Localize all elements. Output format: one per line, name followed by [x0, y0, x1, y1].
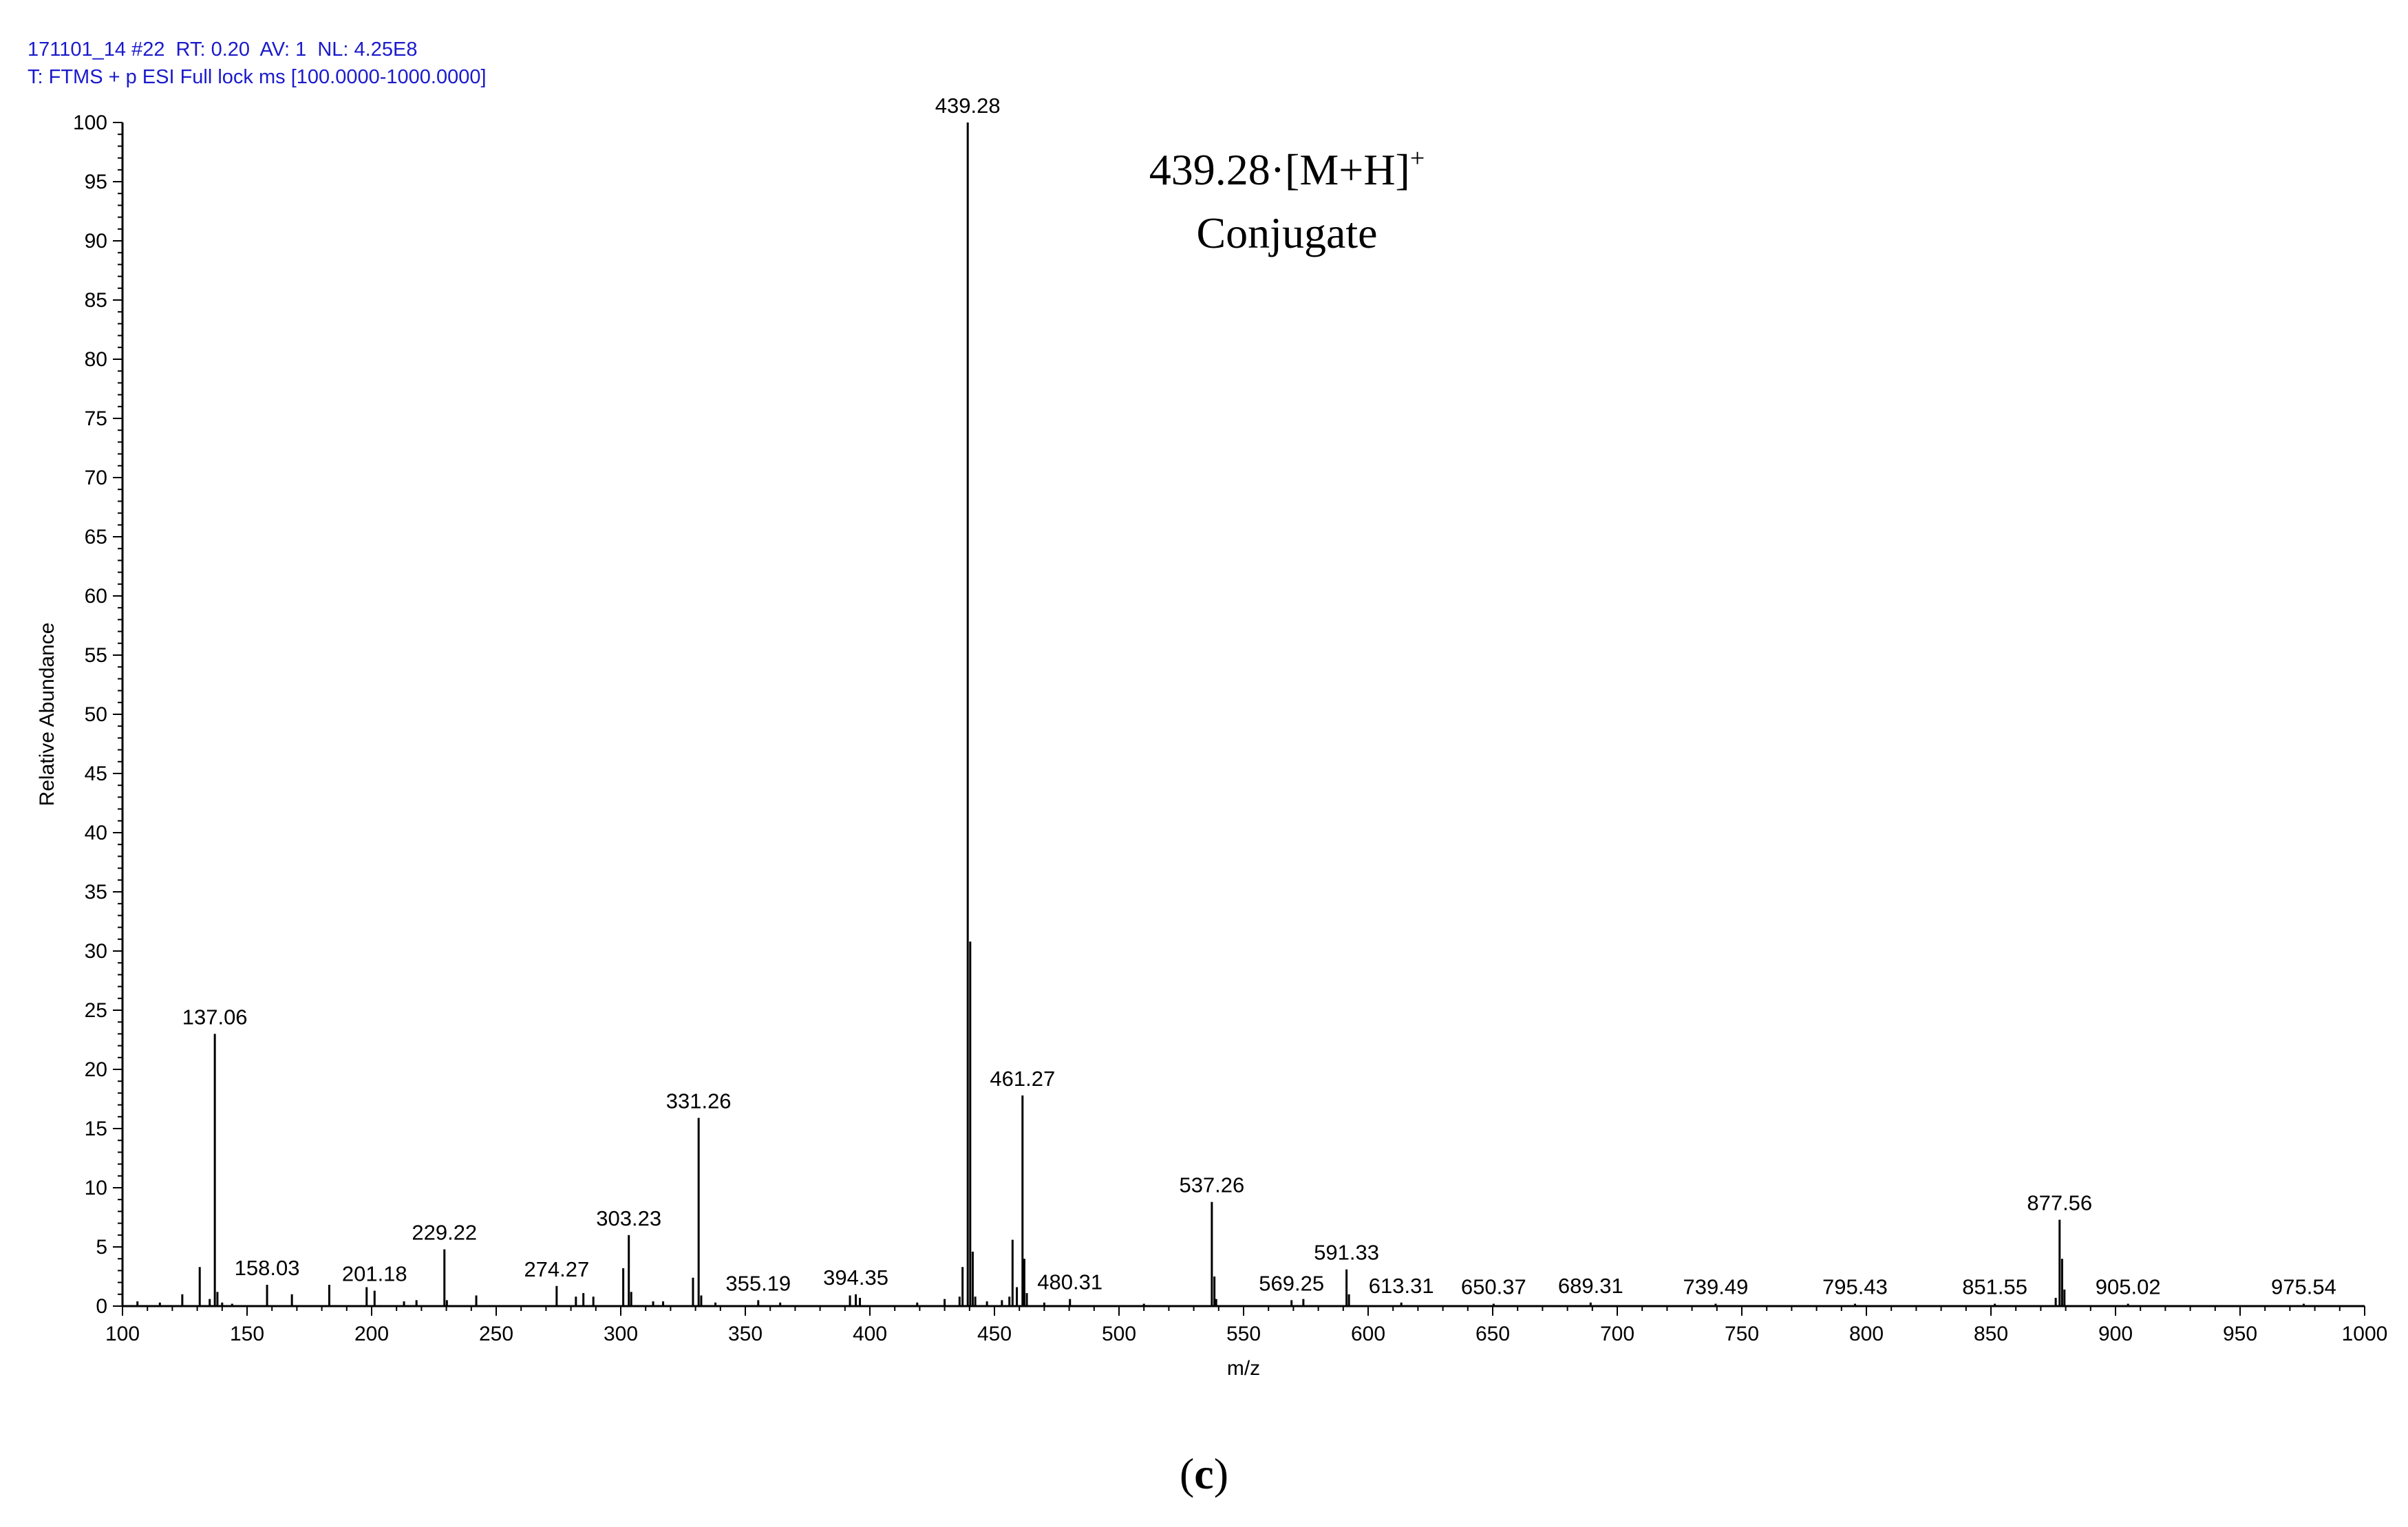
scan-info-line: 171101_14 #22 RT: 0.20 AV: 1 NL: 4.25E8 — [28, 39, 418, 61]
x-tick-label: 450 — [977, 1323, 1012, 1345]
annotation-charge-superscript: + — [1410, 144, 1425, 173]
y-axis: 0 5 10 15 20 25 30 35 40 45 50 55 60 65 70 75 80 85 90 95 10… — [73, 111, 124, 1318]
peak-label: 689.31 — [1558, 1274, 1623, 1298]
x-tick-label: 1000 — [2342, 1323, 2388, 1345]
x-tick-label: 750 — [1725, 1323, 1759, 1345]
peak-label: 461.27 — [990, 1067, 1055, 1091]
y-tick-label: 80 — [85, 348, 107, 371]
peak-label: 739.49 — [1683, 1275, 1749, 1299]
y-tick-label: 15 — [85, 1118, 107, 1140]
peak-label: 158.03 — [235, 1256, 300, 1280]
peak-label: 439.28 — [935, 94, 1001, 118]
y-axis-ticks: 0 5 10 15 20 25 30 35 40 45 50 55 60 65 70 75 80 85 90 95 10… — [73, 111, 122, 1318]
peak-label: 303.23 — [596, 1206, 661, 1230]
x-tick-label: 700 — [1600, 1323, 1634, 1345]
panel-label-open: ( — [1179, 1449, 1195, 1498]
y-tick-label: 5 — [96, 1236, 107, 1259]
peak-label: 613.31 — [1369, 1274, 1434, 1298]
y-tick-label: 65 — [85, 526, 107, 548]
peak-label: 274.27 — [524, 1257, 589, 1281]
y-tick-label: 60 — [85, 585, 107, 608]
y-tick-label: 10 — [85, 1177, 107, 1199]
peak-label: 394.35 — [823, 1266, 888, 1290]
peak-label: 975.54 — [2271, 1275, 2336, 1299]
y-tick-label: 20 — [85, 1058, 107, 1081]
x-axis: 100 150 200 250 300 350 400 450 500 550 600 650 700 7… — [105, 1305, 2387, 1345]
spectrum-peaks — [136, 122, 2305, 1306]
y-tick-label: 95 — [85, 171, 107, 193]
annotation-formula: 439.28·[M+H]+ — [1149, 144, 1425, 194]
peak-label: 331.26 — [666, 1089, 732, 1113]
y-tick-label: 70 — [85, 467, 107, 489]
peak-label: 569.25 — [1259, 1271, 1324, 1295]
x-tick-label: 550 — [1226, 1323, 1261, 1345]
x-tick-label: 800 — [1849, 1323, 1884, 1345]
y-tick-label: 55 — [85, 644, 107, 667]
peak-label: 795.43 — [1822, 1275, 1888, 1299]
y-tick-label: 25 — [85, 999, 107, 1022]
x-tick-label: 350 — [728, 1323, 763, 1345]
y-tick-label: 45 — [85, 762, 107, 785]
panel-label-close: ) — [1213, 1449, 1229, 1498]
annotation-formula-text: 439.28·[M+H] — [1149, 145, 1410, 194]
x-tick-label: 950 — [2223, 1323, 2257, 1345]
annotation-label: Conjugate — [1196, 209, 1377, 257]
x-tick-label: 850 — [1974, 1323, 2008, 1345]
x-tick-label: 900 — [2098, 1323, 2133, 1345]
x-tick-label: 400 — [853, 1323, 887, 1345]
y-tick-label: 0 — [96, 1295, 107, 1318]
x-tick-label: 250 — [479, 1323, 513, 1345]
y-axis-label: Relative Abundance — [36, 623, 58, 807]
peak-label: 905.02 — [2096, 1275, 2161, 1299]
peak-label: 851.55 — [1962, 1275, 2027, 1299]
y-tick-label: 90 — [85, 230, 107, 253]
x-tick-label: 500 — [1102, 1323, 1136, 1345]
peak-label: 591.33 — [1314, 1241, 1379, 1265]
y-tick-label: 85 — [85, 289, 107, 312]
y-tick-label: 100 — [73, 111, 107, 134]
peak-label: 480.31 — [1037, 1270, 1102, 1294]
peak-label: 877.56 — [2027, 1190, 2092, 1215]
x-tick-label: 300 — [604, 1323, 638, 1345]
x-tick-label: 100 — [105, 1323, 140, 1345]
scan-filter-line: T: FTMS + p ESI Full lock ms [100.0000-1… — [28, 66, 487, 88]
peak-label: 201.18 — [342, 1262, 407, 1286]
y-tick-label: 40 — [85, 822, 107, 844]
x-tick-label: 600 — [1351, 1323, 1385, 1345]
panel-label: (c) — [0, 1449, 2408, 1499]
x-axis-label: m/z — [1227, 1357, 1260, 1380]
peak-label: 137.06 — [182, 1005, 248, 1029]
x-tick-label: 650 — [1475, 1323, 1510, 1345]
peak-label: 537.26 — [1179, 1173, 1244, 1197]
x-axis-ticks: 100 150 200 250 300 350 400 450 500 550 600 650 700 7… — [105, 1306, 2387, 1345]
x-tick-label: 150 — [230, 1323, 264, 1345]
peak-label: 229.22 — [412, 1220, 477, 1244]
y-tick-label: 35 — [85, 881, 107, 904]
peak-label: 650.37 — [1461, 1275, 1526, 1299]
peak-label: 355.19 — [725, 1271, 791, 1295]
y-tick-label: 30 — [85, 940, 107, 963]
panel-label-letter: c — [1194, 1449, 1214, 1498]
y-tick-label: 50 — [85, 703, 107, 726]
y-tick-label: 75 — [85, 407, 107, 430]
scan-header: 171101_14 #22 RT: 0.20 AV: 1 NL: 4.25E8 … — [28, 36, 487, 91]
x-tick-label: 200 — [354, 1323, 389, 1345]
